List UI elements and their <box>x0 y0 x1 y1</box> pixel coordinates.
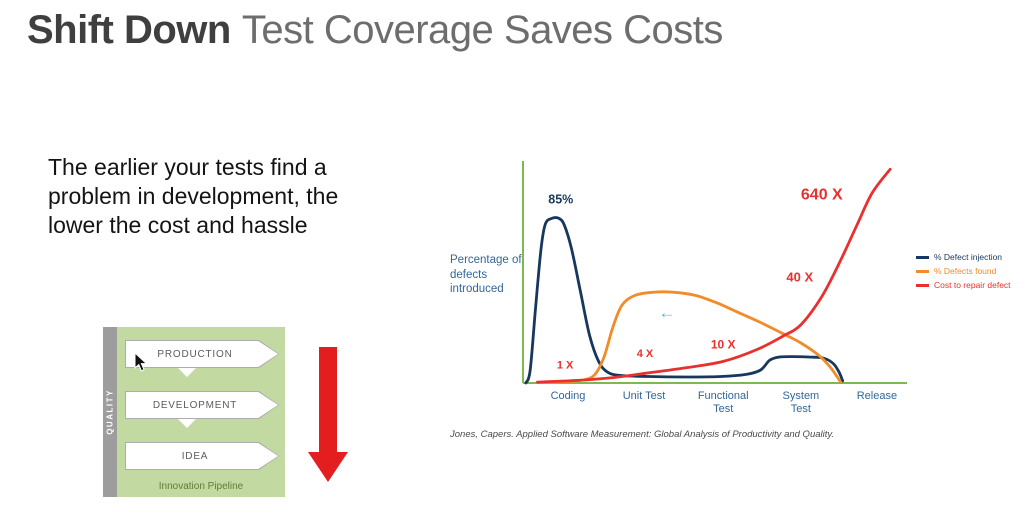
label-4x: 4 X <box>637 348 654 360</box>
stage-label: DEVELOPMENT <box>152 399 238 411</box>
quality-label: QUALITY <box>105 389 115 435</box>
body-line: lower the cost and hassle <box>48 212 308 238</box>
pipeline-stage-idea: IDEA <box>125 442 279 470</box>
stage-label: IDEA <box>181 450 209 462</box>
legend-item-defects-found: % Defects found <box>916 264 1011 278</box>
legend-swatch <box>916 255 929 259</box>
label-1x: 1 X <box>557 359 574 371</box>
slide-body-text: The earlier your tests find a problem in… <box>48 153 338 240</box>
stage-fill <box>126 392 278 418</box>
arrow-shaft <box>319 347 337 452</box>
pipeline-caption: Innovation Pipeline <box>158 481 244 492</box>
shift-down-arrow-icon <box>308 347 348 482</box>
down-chevron-icon <box>178 368 196 377</box>
pipeline-stage-production: PRODUCTION <box>125 340 279 368</box>
source-citation: Jones, Capers. Applied Software Measurem… <box>450 429 835 440</box>
down-chevron-icon <box>178 419 196 428</box>
title-emphasis: Shift Down <box>27 8 231 52</box>
x-axis-label: System Test <box>783 390 820 415</box>
x-axis-label: Functional Test <box>698 390 749 415</box>
y-axis-label: Percentage of defects introduced <box>450 254 522 296</box>
quality-axis-bar: QUALITY <box>103 327 117 497</box>
mouse-cursor-icon <box>134 352 148 372</box>
legend-item-defect-injection: % Defect injection <box>916 250 1011 264</box>
body-line: problem in development, the <box>48 183 339 209</box>
series-cost-to-repair-defect <box>536 167 892 384</box>
label-40x: 40 X <box>786 270 813 285</box>
innovation-pipeline-diagram: QUALITY PRODUCTION DEVELOPMENT IDEA Inno… <box>103 327 285 497</box>
stage-fill <box>126 341 278 367</box>
pipeline-stage-development: DEVELOPMENT <box>125 391 279 419</box>
pipeline-panel: PRODUCTION DEVELOPMENT IDEA Innovation P… <box>117 327 285 497</box>
legend-label: Cost to repair defect <box>934 280 1011 290</box>
label-10x: 10 X <box>711 337 736 351</box>
body-line: The earlier your tests find a <box>48 154 327 180</box>
legend-swatch <box>916 283 929 287</box>
slide-title: Shift Down Test Coverage Saves Costs <box>27 8 723 53</box>
x-axis-label: Unit Test <box>623 390 666 402</box>
title-rest: Test Coverage Saves Costs <box>241 8 724 52</box>
legend-label: % Defect injection <box>934 252 1003 262</box>
shift-left-arrow: ← <box>659 303 676 322</box>
defect-cost-chart: Coding Unit Test Functional Test System Test R… <box>522 161 907 415</box>
series-defects-found <box>539 290 842 384</box>
label-85-percent: 85% <box>548 193 573 207</box>
legend-item-cost-to-repair: Cost to repair defect <box>916 278 1011 292</box>
label-640x: 640 X <box>801 186 843 203</box>
series-defect-injection <box>524 216 845 385</box>
arrow-head <box>308 452 348 482</box>
x-axis-label: Coding <box>551 390 586 402</box>
stage-label: PRODUCTION <box>157 348 233 360</box>
legend-label: % Defects found <box>934 266 997 276</box>
stage-fill <box>126 443 278 469</box>
chart-legend: % Defect injection % Defects found Cost … <box>916 250 1011 292</box>
legend-swatch <box>916 269 929 273</box>
x-axis-label: Release <box>857 390 897 402</box>
